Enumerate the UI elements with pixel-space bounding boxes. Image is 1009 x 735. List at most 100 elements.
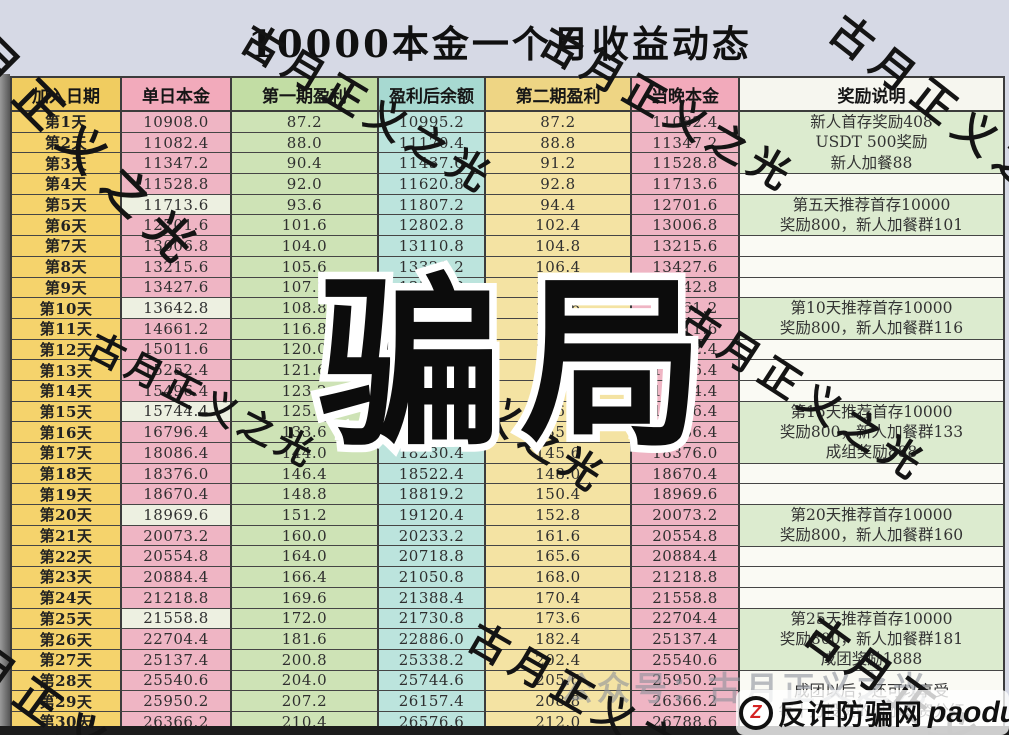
table-row: 第2天 11082.4 88.0 11170.4 88.8 11347.2 — [12, 132, 740, 154]
value-cell: 88.0 — [232, 132, 379, 154]
value-cell: 88.8 — [486, 132, 632, 154]
reward-empty-row — [740, 381, 1003, 402]
value-cell: 11347.2 — [122, 153, 232, 175]
reward-note-line: 奖励800，新人加餐群181 — [779, 629, 964, 648]
value-cell: 101.6 — [232, 215, 379, 237]
value-cell: 20554.8 — [122, 546, 232, 568]
day-label-cell: 第1天 — [12, 112, 122, 133]
reward-note: 第15天推荐首存10000 奖励800，新人加餐群133 成组奖励888 — [740, 401, 1003, 464]
day-label-cell: 第9天 — [12, 277, 122, 299]
reward-note-line: 第五天推荐首存10000 — [792, 195, 951, 214]
table-row: 第26天 22704.4 181.6 22886.0 182.4 25137.4 — [12, 629, 740, 650]
value-cell: 11528.8 — [632, 153, 740, 175]
value-cell: 18670.4 — [122, 484, 232, 506]
day-label-cell: 第13天 — [12, 360, 122, 381]
anti-fraud-brand-bar: Z 反诈防骗网 paodu.cc — [736, 690, 1009, 735]
value-cell: 94.4 — [486, 194, 632, 216]
reward-empty-row — [740, 484, 1003, 506]
value-cell: 20718.8 — [379, 546, 486, 568]
table-row: 第6天 12701.6 101.6 12802.8 102.4 13006.8 — [12, 215, 740, 237]
value-cell: 15496.4 — [122, 380, 232, 402]
value-cell: 173.6 — [486, 608, 632, 630]
table-row: 第22天 20554.8 164.0 20718.8 165.6 20884.4 — [12, 546, 740, 568]
value-cell: 22704.4 — [632, 608, 740, 630]
day-label-cell: 第11天 — [12, 318, 122, 340]
value-cell: 92.0 — [232, 174, 379, 195]
fz-anti-fraud-logo-icon: Z — [739, 695, 773, 730]
value-cell: 11713.6 — [632, 174, 740, 195]
day-label-cell: 第28天 — [12, 670, 122, 692]
reward-empty-row — [740, 236, 1003, 257]
day-label-cell: 第24天 — [12, 587, 122, 609]
reward-empty-row — [740, 174, 1003, 195]
value-cell: 16796.4 — [122, 422, 232, 443]
day-label-cell: 第8天 — [12, 256, 122, 278]
value-cell: 25137.4 — [122, 649, 232, 671]
photo-edge-bottom — [0, 726, 1009, 735]
day-label-cell: 第3天 — [12, 153, 122, 175]
photo-edge-left — [0, 74, 10, 735]
table-row: 第19天 18670.4 148.8 18819.2 150.4 18969.6 — [12, 484, 740, 506]
value-cell: 25137.4 — [632, 629, 740, 650]
value-cell: 25950.2 — [122, 691, 232, 712]
table-row: 第21天 20073.2 160.0 20233.2 161.6 20554.8 — [12, 525, 740, 547]
value-cell: 15252.4 — [122, 360, 232, 381]
value-cell: 207.2 — [232, 691, 379, 712]
value-cell: 21050.8 — [379, 567, 486, 588]
value-cell: 11347.2 — [632, 132, 740, 154]
day-label-cell: 第15天 — [12, 401, 122, 423]
value-cell: 164.0 — [232, 546, 379, 568]
reward-column-header: 奖励说明 — [740, 78, 1003, 112]
value-cell: 15011.6 — [122, 339, 232, 361]
value-cell: 12701.6 — [632, 194, 740, 216]
table-row: 第3天 11347.2 90.4 11437.6 91.2 11528.8 — [12, 153, 740, 175]
value-cell: 15744.4 — [122, 401, 232, 423]
day-label-cell: 第6天 — [12, 215, 122, 237]
table-row: 第25天 21558.8 172.0 21730.8 173.6 22704.4 — [12, 608, 740, 630]
reward-note-line: 第15天推荐首存10000 — [790, 402, 953, 421]
reward-empty-row — [740, 567, 1003, 588]
day-label-cell: 第12天 — [12, 339, 122, 361]
value-cell: 87.2 — [232, 112, 379, 133]
value-cell: 18086.4 — [122, 443, 232, 464]
value-cell: 13110.8 — [379, 236, 486, 257]
table-row: 第24天 21218.8 169.6 21388.4 170.4 21558.8 — [12, 587, 740, 609]
reward-empty-row — [740, 587, 1003, 609]
value-cell: 21218.8 — [632, 567, 740, 588]
day-label-cell: 第10天 — [12, 298, 122, 319]
table-row: 第5天 11713.6 93.6 11807.2 94.4 12701.6 — [12, 194, 740, 216]
value-cell: 20073.2 — [122, 525, 232, 547]
day-label-cell: 第4天 — [12, 174, 122, 195]
brand-name: 反诈防骗网 — [778, 697, 924, 731]
day-label-cell: 第14天 — [12, 380, 122, 402]
reward-note-line: 第10天推荐首存10000 — [790, 299, 953, 318]
reward-note-line: USDT 500奖励 — [815, 133, 928, 152]
value-cell: 10995.2 — [379, 112, 486, 133]
value-cell: 25338.2 — [379, 649, 486, 671]
value-cell: 20233.2 — [379, 525, 486, 547]
value-cell: 11170.4 — [379, 132, 486, 154]
reward-note-line: 新人首存奖励408 — [810, 112, 933, 131]
reward-note-line: 第20天推荐首存10000 — [790, 505, 953, 524]
reward-note-line: 新人加餐88 — [830, 153, 913, 172]
table-row: 第7天 13006.8 104.0 13110.8 104.8 13215.6 — [12, 236, 740, 257]
reward-note-line: 第25天推荐首存10000 — [790, 609, 953, 628]
day-label-cell: 第23天 — [12, 567, 122, 588]
value-cell: 208.8 — [486, 691, 632, 712]
value-cell: 11807.2 — [379, 194, 486, 216]
value-cell: 26157.4 — [379, 691, 486, 712]
value-cell: 150.4 — [486, 484, 632, 506]
value-cell: 160.0 — [232, 525, 379, 547]
value-cell: 20884.4 — [122, 567, 232, 588]
column-header: 加入日期 — [12, 78, 122, 112]
day-label-cell: 第22天 — [12, 546, 122, 568]
brand-site: paodu.cc — [928, 695, 1009, 729]
table-row: 第20天 18969.6 151.2 19120.4 152.8 20073.2 — [12, 505, 740, 526]
table-row: 第4天 11528.8 92.0 11620.8 92.8 11713.6 — [12, 174, 740, 195]
day-label-cell: 第26天 — [12, 629, 122, 650]
value-cell: 11528.8 — [122, 174, 232, 195]
table-row: 第23天 20884.4 166.4 21050.8 168.0 21218.8 — [12, 567, 740, 588]
value-cell: 181.6 — [232, 629, 379, 650]
reward-note: 新人首存奖励408 USDT 500奖励 新人加餐88 — [740, 112, 1003, 175]
